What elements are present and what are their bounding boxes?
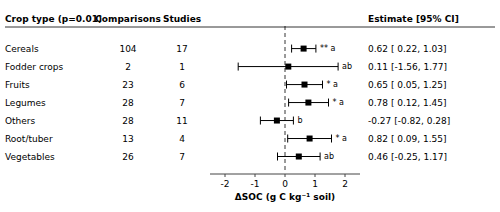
comparisons-value: 28 xyxy=(122,116,134,126)
category-label: Cereals xyxy=(5,44,39,54)
column-header: Estimate [95% CI] xyxy=(368,14,459,24)
column-header: Studies xyxy=(163,14,201,24)
significance-label: b xyxy=(297,116,302,125)
forest-plot: Crop type (p=0.01)ComparisonsStudies Esti… xyxy=(0,0,500,212)
x-tick-label: -1 xyxy=(251,179,260,189)
ci-cap-low xyxy=(277,153,278,161)
x-tick-label: 0 xyxy=(282,179,288,189)
significance-label: * a xyxy=(336,134,348,143)
ci-cap-low xyxy=(286,81,287,89)
ci-cap-high xyxy=(322,81,323,89)
estimate-marker xyxy=(307,136,313,142)
x-tick xyxy=(285,174,286,177)
ci-cap-high xyxy=(328,99,329,107)
header-separator xyxy=(5,27,495,28)
estimate-text: 0.65 [ 0.05, 1.25] xyxy=(368,80,447,90)
estimate-text: 0.82 [ 0.09, 1.55] xyxy=(368,134,447,144)
comparisons-value: 13 xyxy=(122,134,133,144)
ci-cap-low xyxy=(260,117,261,125)
comparisons-value: 104 xyxy=(119,44,136,54)
studies-value: 17 xyxy=(176,44,187,54)
estimate-marker xyxy=(274,118,280,124)
x-tick xyxy=(255,174,256,177)
estimate-text: -0.27 [-0.82, 0.28] xyxy=(368,116,450,126)
x-tick xyxy=(345,174,346,177)
comparisons-value: 2 xyxy=(125,62,131,72)
studies-value: 11 xyxy=(176,116,187,126)
ci-cap-high xyxy=(338,63,339,71)
ci-cap-low xyxy=(291,45,292,53)
estimate-marker xyxy=(296,154,302,160)
x-tick-label: 1 xyxy=(312,179,318,189)
studies-value: 6 xyxy=(179,80,185,90)
x-axis-label: ΔSOC (g C kg⁻¹ soil) xyxy=(235,192,335,202)
ci-cap-low xyxy=(238,63,239,71)
significance-label: ** a xyxy=(320,44,336,53)
x-tick-label: -2 xyxy=(221,179,230,189)
column-header: Crop type (p=0.01) xyxy=(5,14,102,24)
estimate-marker xyxy=(305,100,311,106)
estimate-text: 0.62 [ 0.22, 1.03] xyxy=(368,44,447,54)
significance-label: * a xyxy=(327,80,339,89)
significance-label: * a xyxy=(333,98,345,107)
reference-line xyxy=(285,26,286,170)
category-label: Others xyxy=(5,116,36,126)
category-label: Fodder crops xyxy=(5,62,64,72)
studies-value: 4 xyxy=(179,134,185,144)
x-tick xyxy=(225,174,226,177)
studies-value: 1 xyxy=(179,62,185,72)
studies-value: 7 xyxy=(179,152,185,162)
x-tick-label: 2 xyxy=(342,179,348,189)
x-tick xyxy=(315,174,316,177)
comparisons-value: 26 xyxy=(122,152,134,162)
ci-cap-high xyxy=(315,45,316,53)
estimate-text: 0.11 [-1.56, 1.77] xyxy=(368,62,447,72)
ci-cap-low xyxy=(288,99,289,107)
category-label: Fruits xyxy=(5,80,30,90)
estimate-marker xyxy=(285,64,291,70)
ci-cap-high xyxy=(320,153,321,161)
comparisons-value: 28 xyxy=(122,98,134,108)
column-header: Comparisons xyxy=(95,14,161,24)
estimate-text: 0.46 [-0.25, 1.17] xyxy=(368,152,447,162)
significance-label: ab xyxy=(342,62,352,71)
ci-cap-high xyxy=(293,117,294,125)
category-label: Vegetables xyxy=(5,152,55,162)
ci-cap-high xyxy=(331,135,332,143)
estimate-text: 0.78 [ 0.12, 1.45] xyxy=(368,98,447,108)
category-label: Legumes xyxy=(5,98,46,108)
comparisons-value: 23 xyxy=(122,80,133,90)
plot-marks xyxy=(238,26,338,170)
category-label: Root/tuber xyxy=(5,134,53,144)
estimate-marker xyxy=(301,46,307,52)
significance-label: ab xyxy=(324,152,334,161)
studies-value: 7 xyxy=(179,98,185,108)
estimate-marker xyxy=(302,82,308,88)
ci-cap-low xyxy=(287,135,288,143)
